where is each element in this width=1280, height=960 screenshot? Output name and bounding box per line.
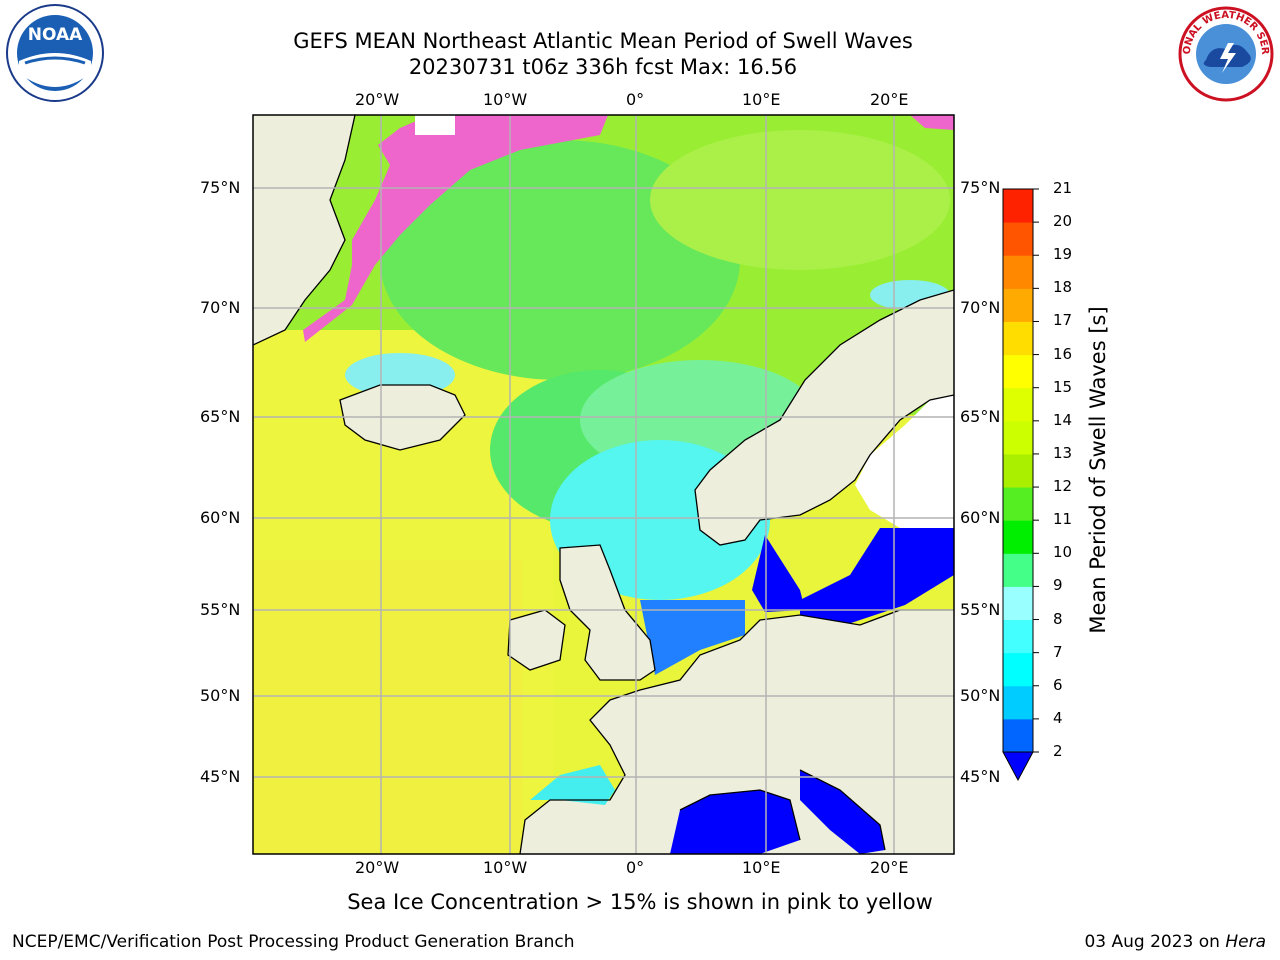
map-frame: [252, 114, 955, 855]
colorbar-tick-label: 10: [1053, 543, 1073, 562]
colorbar-tick-label: 16: [1053, 344, 1073, 363]
colorbar-tick-label: 18: [1053, 278, 1073, 297]
great-britain: [560, 545, 655, 680]
bay-of-biscay: [530, 765, 615, 805]
colorbar-segment: [1003, 420, 1033, 455]
chart-subtitle: 20230731 t06z 336h fcst Max: 16.56: [408, 55, 798, 79]
lat-label-right: 65°N: [960, 407, 1001, 426]
lat-label-left: 50°N: [200, 686, 241, 705]
ireland: [508, 610, 565, 670]
lat-label-left: 65°N: [200, 407, 241, 426]
colorbar-title: Mean Period of Swell Waves [s]: [1086, 306, 1110, 634]
lat-label-left: 70°N: [200, 298, 241, 317]
colorbar-segment: [1003, 288, 1033, 322]
colorbar-tick-label: 11: [1053, 510, 1073, 529]
lon-label-bottom: 10°E: [742, 858, 781, 877]
southwest-swell-field: [253, 560, 523, 854]
colorbar-tick-label: 7: [1053, 642, 1063, 661]
lat-label-right: 70°N: [960, 298, 1001, 317]
colorbar-segment: [1003, 222, 1033, 256]
colorbar-tick-label: 15: [1053, 377, 1073, 396]
lon-label-bottom: 0°: [626, 858, 645, 877]
colorbar-segment: [1003, 685, 1033, 720]
colorbar-segment: [1003, 189, 1033, 223]
colorbar-segment: [1003, 619, 1033, 654]
lon-label-top: 20°E: [870, 90, 909, 109]
colorbar-tick-label: 2: [1053, 742, 1063, 760]
lon-label-top: 10°E: [742, 90, 781, 109]
lat-label-right: 45°N: [960, 767, 1001, 786]
colorbar-tick-label: 21: [1053, 179, 1073, 197]
colorbar-extend-arrow: [1002, 751, 1034, 782]
lon-label-bottom: 10°W: [483, 858, 528, 877]
colorbar-segment: [1003, 354, 1033, 389]
sea-ice-caption: Sea Ice Concentration > 15% is shown in …: [347, 890, 933, 914]
colorbar-tick-label: 4: [1053, 708, 1063, 727]
footer-date: 03 Aug 2023 on Hera: [1084, 932, 1266, 952]
noaa-logo-text: NOAA: [28, 25, 83, 45]
western-mediterranean: [670, 790, 800, 854]
colorbar-tick-label: 8: [1053, 609, 1063, 628]
lat-label-left: 45°N: [200, 767, 241, 786]
colorbar-segment: [1003, 321, 1033, 356]
colorbar-segment: [1003, 652, 1033, 687]
colorbar-segment: [1003, 453, 1033, 488]
lat-label-right: 55°N: [960, 600, 1001, 619]
graticule: [253, 115, 954, 854]
colorbar-tick-label: 9: [1053, 576, 1063, 595]
lat-label-right: 60°N: [960, 508, 1001, 527]
colorbar: [1003, 188, 1039, 753]
greenland: [253, 115, 355, 345]
footer-date-text: 03 Aug 2023 on: [1084, 932, 1226, 952]
lat-label-right: 75°N: [960, 178, 1001, 197]
lat-label-left: 60°N: [200, 508, 241, 527]
north-sea-shallow: [640, 600, 745, 675]
noaa-logo: NOAA: [5, 3, 105, 107]
lon-label-top: 20°W: [355, 90, 400, 109]
colorbar-tick-label: 13: [1053, 443, 1073, 462]
chart-title: GEFS MEAN Northeast Atlantic Mean Period…: [293, 29, 913, 53]
baltic-sea: [800, 528, 954, 630]
lat-label-right: 50°N: [960, 686, 1001, 705]
lon-label-bottom: 20°W: [355, 858, 400, 877]
sea-ice: [300, 115, 608, 342]
lat-label-left: 55°N: [200, 600, 241, 619]
footer-branch: NCEP/EMC/Verification Post Processing Pr…: [12, 932, 575, 952]
colorbar-segment: [1003, 487, 1033, 521]
colorbar-tick-label: 17: [1053, 311, 1073, 330]
nws-logo: NATIONAL WEATHER SERVICE: [1172, 0, 1276, 107]
colorbar-tick-label: 14: [1053, 410, 1073, 429]
colorbar-segment: [1003, 387, 1033, 422]
colorbar-segment: [1003, 255, 1033, 289]
europe-mainland: [520, 610, 954, 854]
lat-label-left: 75°N: [200, 178, 241, 197]
lon-label-top: 0°: [626, 90, 645, 109]
lon-label-bottom: 20°E: [870, 858, 909, 877]
footer-host: Hera: [1225, 932, 1266, 952]
colorbar-segment: [1003, 520, 1033, 554]
colorbar-tick-label: 19: [1053, 245, 1073, 264]
colorbar-tick-label: 12: [1053, 477, 1073, 496]
colorbar-segment: [1003, 553, 1033, 587]
colorbar-tick-label: 6: [1053, 675, 1063, 694]
colorbar-tick-label: 20: [1053, 212, 1073, 231]
colorbar-segment: [1003, 586, 1033, 621]
lon-label-top: 10°W: [483, 90, 528, 109]
adriatic-tyrrhenian: [800, 770, 885, 854]
gulf-of-bothnia-ice-free: [855, 395, 954, 528]
colorbar-segment: [1003, 718, 1033, 753]
